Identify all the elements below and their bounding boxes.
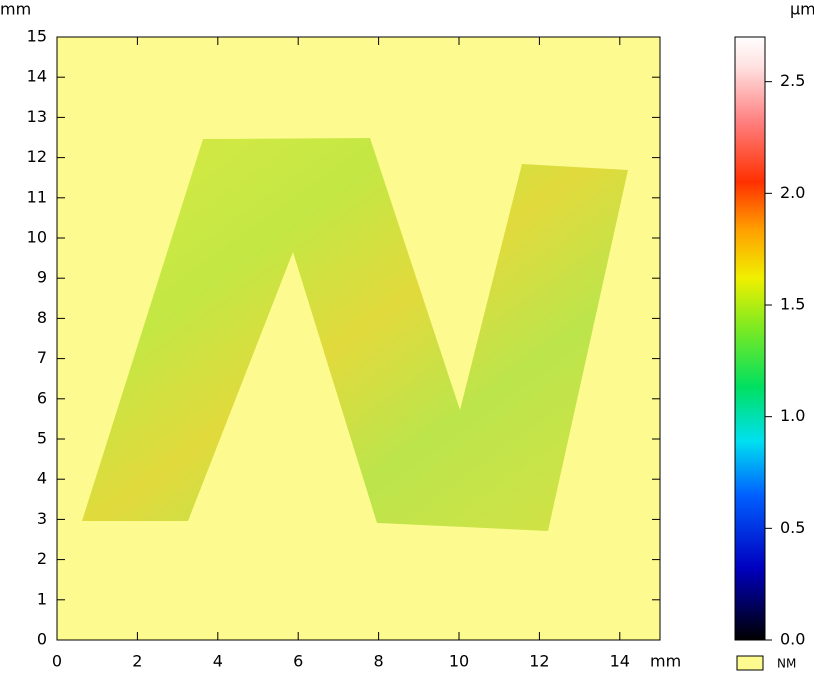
x-tick-label: 8 — [374, 652, 384, 671]
legend-label: NM — [777, 657, 796, 671]
x-tick-label: 14 — [610, 652, 630, 671]
x-tick-label: 12 — [529, 652, 549, 671]
y-tick-label: 5 — [37, 429, 47, 448]
y-tick-label: 0 — [37, 630, 47, 649]
x-tick-label: 2 — [132, 652, 142, 671]
y-tick-label: 7 — [37, 348, 47, 367]
y-tick-label: 2 — [37, 549, 47, 568]
y-tick-label: 15 — [27, 27, 47, 46]
colorbar-tick-label: 1.0 — [780, 406, 805, 425]
y-tick-label: 14 — [27, 67, 47, 86]
y-tick-label: 3 — [37, 509, 47, 528]
y-tick-label: 9 — [37, 268, 47, 287]
y-tick-label: 11 — [27, 187, 47, 206]
colorbar-tick-label: 0.5 — [780, 518, 805, 537]
colorbar-tick-label: 2.5 — [780, 71, 805, 90]
sample-n-shape — [82, 138, 628, 531]
colorbar-label: µm — [790, 0, 814, 19]
y-tick-label: 6 — [37, 388, 47, 407]
x-axis-label: mm — [650, 652, 681, 671]
y-tick-label: 10 — [27, 228, 47, 247]
x-tick-label: 0 — [52, 652, 62, 671]
legend-swatch — [736, 655, 764, 671]
colorbar-tick-label: 2.0 — [780, 183, 805, 202]
y-axis-label: mm — [0, 0, 31, 19]
y-tick-label: 4 — [37, 469, 47, 488]
plot-frame — [56, 36, 661, 641]
colorbar-tick-label: 0.0 — [780, 630, 805, 649]
y-tick-label: 1 — [37, 589, 47, 608]
colorbar — [734, 36, 766, 641]
y-tick-label: 13 — [27, 107, 47, 126]
y-tick-label: 8 — [37, 308, 47, 327]
x-tick-label: 10 — [449, 652, 469, 671]
x-tick-label: 6 — [293, 652, 303, 671]
colorbar-tick-label: 1.5 — [780, 295, 805, 314]
y-tick-label: 12 — [27, 147, 47, 166]
x-tick-label: 4 — [213, 652, 223, 671]
